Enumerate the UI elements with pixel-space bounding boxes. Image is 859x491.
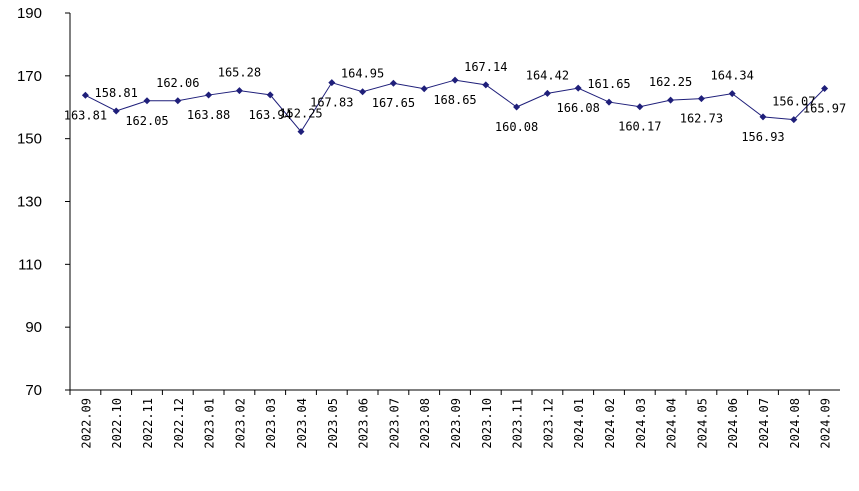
data-label: 165.28 xyxy=(218,66,261,80)
data-label: 162.73 xyxy=(680,112,723,126)
y-tick-label: 70 xyxy=(25,382,42,399)
point xyxy=(359,88,367,96)
point xyxy=(389,79,397,87)
x-tick-label: 2023.02 xyxy=(233,398,247,449)
point xyxy=(266,91,274,99)
x-tick-label: 2023.05 xyxy=(326,398,340,449)
y-tick-label: 170 xyxy=(17,68,42,85)
data-label: 167.14 xyxy=(464,60,507,74)
x-tick-label: 2024.04 xyxy=(665,398,679,449)
point xyxy=(235,87,243,95)
x-tick-label: 2024.02 xyxy=(603,398,617,449)
data-label: 164.95 xyxy=(341,67,384,81)
point xyxy=(605,98,613,106)
point xyxy=(574,84,582,92)
x-tick-label: 2023.08 xyxy=(418,398,432,449)
y-tick-label: 130 xyxy=(17,194,42,211)
data-label: 161.65 xyxy=(587,77,630,91)
point xyxy=(728,90,736,98)
data-label: 163.81 xyxy=(64,108,107,122)
point xyxy=(143,97,151,105)
data-label: 165.97 xyxy=(803,101,846,115)
x-tick-label: 2024.06 xyxy=(726,398,740,449)
x-tick-label: 2023.07 xyxy=(387,398,401,449)
point xyxy=(112,107,120,115)
data-label: 167.65 xyxy=(372,96,415,110)
x-tick-label: 2022.12 xyxy=(172,398,186,449)
data-label: 163.88 xyxy=(187,108,230,122)
x-tick-label: 2024.05 xyxy=(695,398,709,449)
data-label: 156.93 xyxy=(741,130,784,144)
data-label: 162.06 xyxy=(156,76,199,90)
x-tick-label: 2024.08 xyxy=(788,398,802,449)
data-label: 167.83 xyxy=(310,96,353,110)
point xyxy=(821,84,829,92)
x-tick-label: 2022.10 xyxy=(110,398,124,449)
point xyxy=(636,103,644,111)
x-tick-label: 2023.12 xyxy=(541,398,555,449)
x-tick-label: 2024.07 xyxy=(757,398,771,449)
data-label: 166.08 xyxy=(557,101,600,115)
point xyxy=(759,113,767,121)
point xyxy=(297,128,305,136)
x-tick-label: 2023.01 xyxy=(203,398,217,449)
point xyxy=(81,91,89,99)
x-tick-label: 2023.04 xyxy=(295,398,309,449)
x-tick-label: 2022.09 xyxy=(79,398,93,449)
point xyxy=(205,91,213,99)
point xyxy=(451,76,459,84)
data-label: 162.25 xyxy=(649,75,692,89)
y-tick-label: 190 xyxy=(17,5,42,22)
data-label: 160.08 xyxy=(495,120,538,134)
point xyxy=(667,96,675,104)
x-tick-label: 2024.01 xyxy=(572,398,586,449)
data-label: 160.17 xyxy=(618,120,661,134)
x-tick-label: 2023.09 xyxy=(449,398,463,449)
x-tick-label: 2022.11 xyxy=(141,398,155,449)
data-label: 162.05 xyxy=(125,114,168,128)
y-tick-label: 110 xyxy=(18,256,42,273)
y-tick-label: 90 xyxy=(25,319,42,336)
point xyxy=(482,81,490,89)
point xyxy=(790,116,798,124)
point xyxy=(174,97,182,105)
point xyxy=(543,89,551,97)
data-label: 158.81 xyxy=(95,86,138,100)
x-tick-label: 2023.11 xyxy=(511,398,525,449)
data-label: 152.25 xyxy=(279,107,322,121)
point xyxy=(420,85,428,93)
y-tick-label: 150 xyxy=(17,131,42,148)
x-tick-label: 2023.06 xyxy=(357,398,371,449)
data-label: 164.42 xyxy=(526,68,569,82)
data-label: 156.07 xyxy=(772,95,815,109)
point xyxy=(513,103,521,111)
x-tick-label: 2024.09 xyxy=(819,398,833,449)
x-tick-label: 2024.03 xyxy=(634,398,648,449)
data-label: 168.65 xyxy=(433,93,476,107)
point xyxy=(697,95,705,103)
data-label: 163.94 xyxy=(249,108,292,122)
data-label: 164.34 xyxy=(711,69,754,83)
x-tick-label: 2023.10 xyxy=(480,398,494,449)
point xyxy=(328,79,336,87)
x-tick-label: 2023.03 xyxy=(264,398,278,449)
